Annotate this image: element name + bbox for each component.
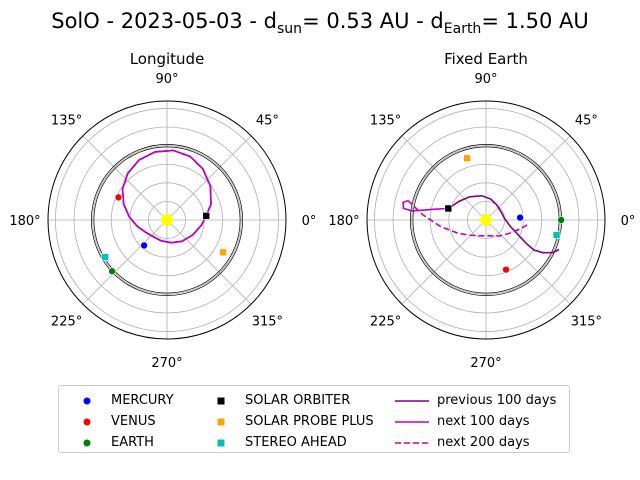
plot-frame bbox=[47, 100, 287, 340]
body-marker bbox=[463, 154, 471, 162]
sun-marker bbox=[161, 214, 173, 226]
legend-swatch bbox=[83, 418, 91, 426]
legend-label: MERCURY bbox=[111, 393, 174, 408]
body-marker bbox=[444, 204, 453, 213]
sun-marker bbox=[480, 214, 492, 226]
legend-label: next 100 days bbox=[437, 414, 530, 429]
angle-tick-label: 315° bbox=[571, 314, 602, 329]
angle-tick-label: 0° bbox=[302, 214, 317, 229]
legend-label: SOLAR PROBE PLUS bbox=[245, 414, 374, 429]
angle-tick-label: 135° bbox=[370, 114, 401, 129]
angle-tick-label: 45° bbox=[575, 114, 598, 129]
legend-swatch bbox=[217, 439, 225, 447]
legend-marker bbox=[83, 439, 91, 447]
angle-tick-label: 135° bbox=[51, 114, 82, 129]
earth-orbit bbox=[91, 144, 243, 296]
legend-swatch bbox=[395, 442, 429, 444]
grid-spoke bbox=[485, 219, 571, 305]
trajectory-line bbox=[121, 149, 212, 244]
legend-label: next 200 days bbox=[437, 435, 530, 450]
panel-title: Longitude bbox=[130, 50, 205, 68]
legend-label: STEREO AHEAD bbox=[245, 435, 347, 450]
angle-tick-label: 315° bbox=[252, 314, 283, 329]
body-marker bbox=[202, 212, 211, 220]
body-marker bbox=[140, 241, 148, 250]
grid-spoke bbox=[401, 135, 487, 221]
longitude-polar-plot: Longitude 0° 45° 90° 135° 180° 225° 270° 315° bbox=[9, 50, 316, 371]
angle-tick-label: 225° bbox=[370, 314, 401, 329]
trajectory-line bbox=[407, 200, 530, 237]
legend-swatch bbox=[217, 418, 225, 426]
figure-title: SolO - 2023-05-03 - dsun= 0.53 AU - dEar… bbox=[51, 9, 589, 37]
plot-frame bbox=[366, 100, 606, 340]
legend-swatch bbox=[83, 397, 91, 405]
legend-marker bbox=[83, 418, 91, 426]
legend-marker bbox=[83, 397, 91, 405]
angle-tick-label: 270° bbox=[151, 356, 182, 371]
legend-swatch bbox=[83, 439, 91, 447]
angle-tick-label: 0° bbox=[621, 214, 636, 229]
body-marker bbox=[502, 265, 510, 274]
panel-title: Fixed Earth bbox=[444, 50, 528, 68]
legend-marker bbox=[217, 397, 225, 405]
angle-tick-label: 90° bbox=[474, 72, 497, 87]
earth-orbit bbox=[93, 146, 241, 294]
grid-spoke bbox=[82, 135, 168, 221]
angle-tick-label: 225° bbox=[51, 314, 82, 329]
legend: MERCURY VENUS EARTH SOLAR ORBITER SOLAR … bbox=[58, 385, 570, 453]
grid-spoke bbox=[166, 219, 252, 305]
body-marker bbox=[552, 231, 561, 239]
body-marker bbox=[114, 193, 123, 202]
angle-tick-label: 45° bbox=[256, 114, 279, 129]
body-marker bbox=[516, 213, 524, 222]
legend-swatch bbox=[217, 397, 225, 405]
grid-spoke bbox=[485, 135, 571, 221]
angle-tick-label: 90° bbox=[155, 72, 178, 87]
legend-label: EARTH bbox=[111, 435, 154, 450]
trajectory-line bbox=[447, 194, 560, 254]
grid-spoke bbox=[82, 219, 168, 305]
body-marker bbox=[101, 253, 109, 261]
body-marker bbox=[557, 216, 565, 224]
trajectory-line bbox=[402, 199, 449, 212]
legend-swatch bbox=[395, 400, 429, 402]
legend-label: VENUS bbox=[111, 414, 156, 429]
legend-label: SOLAR ORBITER bbox=[245, 393, 351, 408]
body-marker bbox=[219, 248, 227, 257]
legend-swatch bbox=[395, 421, 429, 423]
legend-marker bbox=[217, 439, 225, 447]
legend-label: previous 100 days bbox=[437, 393, 557, 408]
legend-marker bbox=[217, 418, 225, 426]
grid-spoke bbox=[166, 135, 252, 221]
grid-spoke bbox=[401, 219, 487, 305]
angle-tick-label: 180° bbox=[9, 214, 40, 229]
body-marker bbox=[108, 267, 116, 276]
fixed-earth-polar-plot: Fixed Earth 0° 45° 90° 135° 180° 225° 270° 315° bbox=[328, 50, 635, 371]
angle-tick-label: 270° bbox=[470, 356, 501, 371]
angle-tick-label: 180° bbox=[328, 214, 359, 229]
